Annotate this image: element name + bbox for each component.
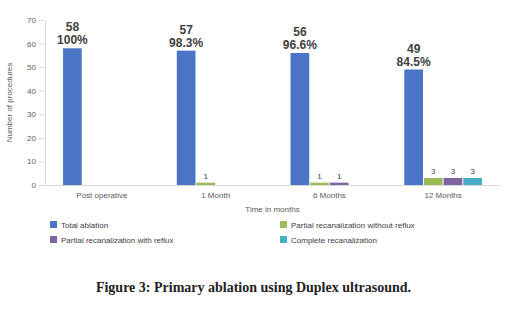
data-label: 3 [470,167,475,176]
x-axis-line [46,185,501,186]
y-tick-label: 20 [27,134,36,143]
y-tick-mark [39,114,45,115]
y-tick-label: 10 [27,157,36,166]
legend-label: Complete recanalization [291,236,377,245]
bar [444,178,463,185]
legend-label: Partial recanalization without reflux [291,221,415,230]
y-tick: 0 [32,181,45,190]
data-labels: 58100% 5798.3% 5696.6% 4984.5% 1 1 3 1 3 3 [57,20,475,180]
y-tick: 30 [27,110,45,119]
legend-swatch [50,236,57,243]
y-tick: 60 [27,40,45,49]
bar [310,183,329,185]
bar [463,178,482,185]
data-label: 3 [451,167,456,176]
y-tick: 70 [27,16,45,25]
y-tick: 40 [27,87,45,96]
bar [196,183,215,185]
data-label: 58 [66,20,80,34]
y-tick: 20 [27,134,45,143]
y-tick: 50 [27,63,45,72]
x-axis: Post operative 1 Month 6 Months 12 Months [46,185,501,200]
y-tick-mark [39,185,45,186]
x-tick: 12 Months [424,185,461,200]
bars [63,48,482,185]
legend: Total ablation Partial recanalization wit… [50,221,415,245]
data-label: 56 [293,25,307,39]
y-axis-title: Number of procedures [5,63,14,143]
chart-title: Figure 3: Primary ablation using Duplex … [96,280,411,295]
y-tick-mark [39,161,45,162]
bar [291,53,310,185]
data-label: 1 [204,172,209,181]
percent-label: 100% [57,33,88,47]
y-tick-mark [39,20,45,21]
x-axis-title: Time in months [245,205,299,214]
x-tick-label: 1 Month [201,191,230,200]
y-tick-label: 40 [27,87,36,96]
y-tick-mark [39,138,45,139]
data-label: 57 [179,23,193,37]
percent-label: 98.3% [169,36,203,50]
x-tick-label: 12 Months [424,191,461,200]
chart: 0 10 20 30 40 50 60 70 Post operative 1 Month 6 Mo… [0,0,507,309]
bar [63,48,82,185]
bar [424,178,443,185]
legend-label: Partial recanalization with reflux [61,236,174,245]
data-label: 3 [431,167,436,176]
y-tick-label: 30 [27,110,36,119]
bar [177,51,196,185]
legend-item: Partial recanalization with reflux [50,236,174,245]
data-label: 49 [407,42,421,56]
data-label: 1 [317,172,322,181]
x-tick-label: Post operative [76,191,128,200]
bar [404,70,423,186]
legend-item: Complete recanalization [280,236,377,245]
x-tick: Post operative [76,185,128,200]
data-label: 1 [337,172,342,181]
y-axis-line [45,21,46,186]
y-tick-label: 60 [27,40,36,49]
y-tick-mark [39,67,45,68]
legend-swatch [50,221,57,228]
legend-item: Total ablation [50,221,108,230]
y-tick-label: 0 [32,181,37,190]
legend-swatch [280,236,287,243]
bar [330,183,349,185]
x-tick: 6 Months [313,185,346,200]
legend-item: Partial recanalization without reflux [280,221,415,230]
y-axis: 0 10 20 30 40 50 60 70 [27,16,45,190]
percent-label: 96.6% [283,38,317,52]
x-tick: 1 Month [201,185,230,200]
y-tick: 10 [27,157,45,166]
percent-label: 84.5% [397,55,431,69]
legend-swatch [280,221,287,228]
y-tick-mark [39,44,45,45]
x-tick-label: 6 Months [313,191,346,200]
y-tick-label: 50 [27,63,36,72]
y-tick-label: 70 [27,16,36,25]
legend-label: Total ablation [61,221,108,230]
y-tick-mark [39,91,45,92]
